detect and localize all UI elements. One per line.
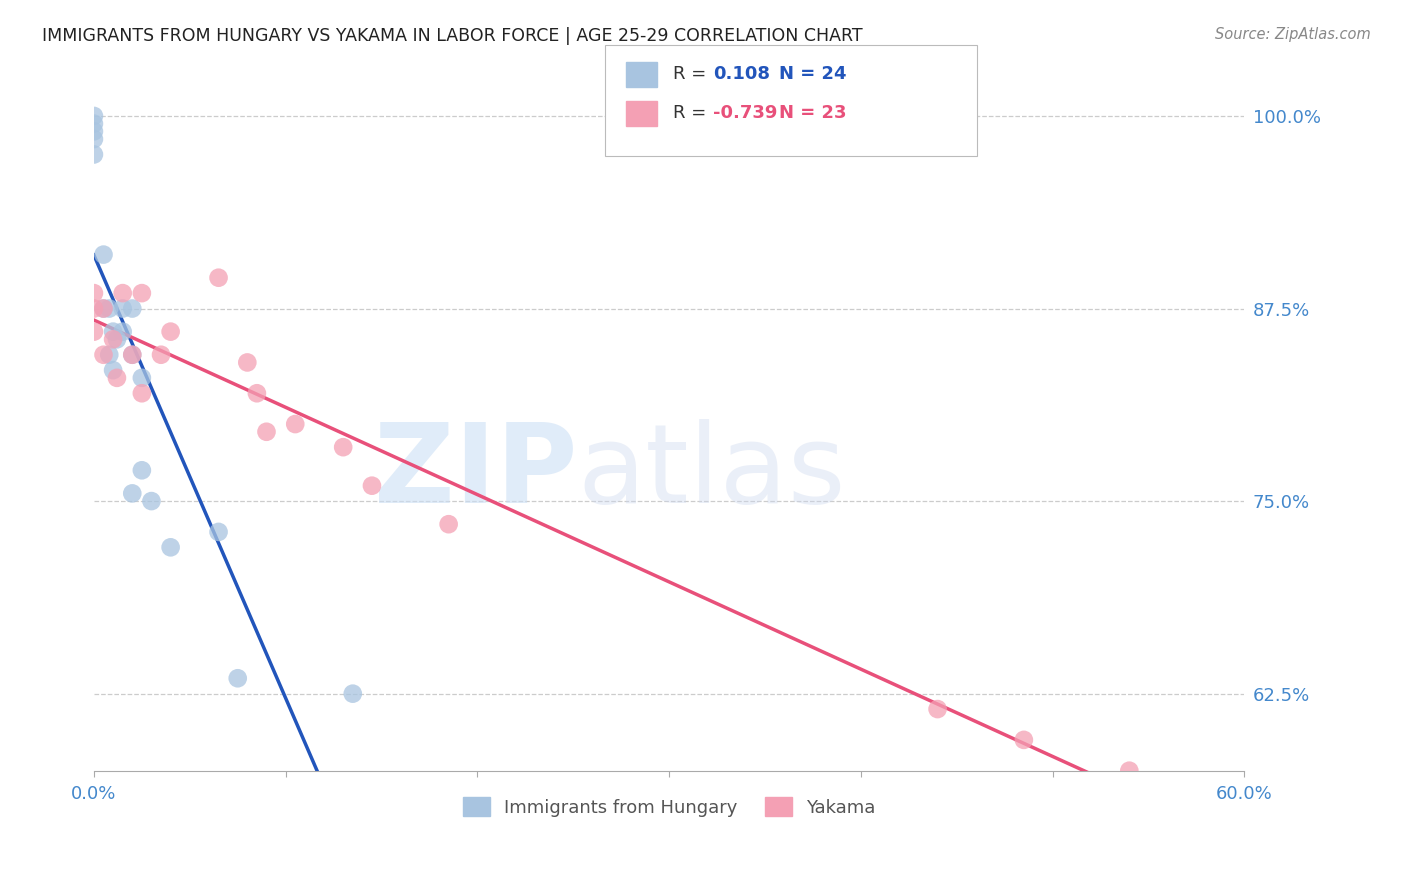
- Point: [131, 371, 153, 385]
- Point: [256, 425, 278, 439]
- Point: [83, 117, 105, 131]
- Point: [437, 517, 460, 532]
- Point: [131, 463, 153, 477]
- Point: [93, 301, 115, 316]
- Point: [111, 286, 134, 301]
- Text: atlas: atlas: [576, 419, 845, 526]
- Point: [207, 524, 229, 539]
- Point: [93, 247, 115, 261]
- Point: [83, 325, 105, 339]
- Point: [98, 301, 121, 316]
- Point: [105, 332, 128, 346]
- Point: [111, 325, 134, 339]
- Point: [83, 109, 105, 123]
- Point: [361, 478, 384, 492]
- Point: [207, 270, 229, 285]
- Text: N = 24: N = 24: [779, 65, 846, 83]
- Point: [93, 348, 115, 362]
- Point: [159, 541, 181, 555]
- Point: [83, 124, 105, 138]
- Point: [83, 147, 105, 161]
- Point: [101, 325, 124, 339]
- Point: [83, 301, 105, 316]
- Point: [927, 702, 949, 716]
- Point: [131, 386, 153, 401]
- Point: [121, 486, 143, 500]
- Point: [101, 363, 124, 377]
- Point: [98, 348, 121, 362]
- Text: IMMIGRANTS FROM HUNGARY VS YAKAMA IN LABOR FORCE | AGE 25-29 CORRELATION CHART: IMMIGRANTS FROM HUNGARY VS YAKAMA IN LAB…: [42, 27, 863, 45]
- Point: [83, 132, 105, 146]
- Point: [342, 687, 364, 701]
- Text: ZIP: ZIP: [374, 419, 576, 526]
- Point: [105, 371, 128, 385]
- Point: [121, 348, 143, 362]
- Point: [83, 286, 105, 301]
- Point: [150, 348, 173, 362]
- Text: N = 23: N = 23: [779, 104, 846, 122]
- Point: [121, 348, 143, 362]
- Point: [101, 332, 124, 346]
- Point: [131, 286, 153, 301]
- Text: R =: R =: [673, 65, 713, 83]
- Point: [332, 440, 354, 454]
- Point: [141, 494, 163, 508]
- Point: [226, 671, 249, 685]
- Text: 0.108: 0.108: [713, 65, 770, 83]
- Point: [121, 301, 143, 316]
- Point: [284, 417, 307, 431]
- Text: R =: R =: [673, 104, 713, 122]
- Point: [93, 301, 115, 316]
- Point: [1118, 764, 1140, 778]
- Point: [246, 386, 269, 401]
- Point: [111, 301, 134, 316]
- Text: -0.739: -0.739: [713, 104, 778, 122]
- Text: Source: ZipAtlas.com: Source: ZipAtlas.com: [1215, 27, 1371, 42]
- Point: [159, 325, 181, 339]
- Point: [1012, 732, 1035, 747]
- Legend: Immigrants from Hungary, Yakama: Immigrants from Hungary, Yakama: [456, 790, 883, 824]
- Point: [236, 355, 259, 369]
